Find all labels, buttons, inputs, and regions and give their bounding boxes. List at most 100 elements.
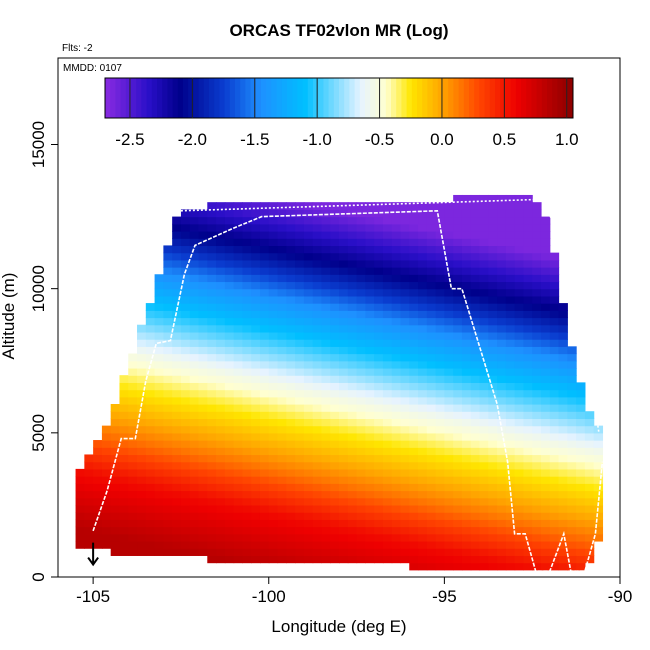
heatmap-cell (532, 216, 542, 225)
heatmap-cell (189, 295, 200, 304)
heatmap-cell (576, 396, 586, 405)
heatmap-cell (224, 432, 235, 441)
heatmap-cell (303, 411, 314, 420)
heatmap-cell (321, 447, 331, 456)
heatmap-cell (426, 310, 437, 319)
heatmap-cell (400, 324, 410, 333)
heatmap-cell (251, 259, 261, 268)
heatmap-cell (277, 288, 287, 297)
heatmap-cell (444, 562, 454, 571)
heatmap-cell (347, 223, 358, 232)
heatmap-cell (426, 339, 437, 347)
heatmap-cell (321, 259, 331, 268)
heatmap-cell (330, 216, 340, 225)
heatmap-cell (444, 295, 454, 304)
heatmap-cell (470, 267, 481, 275)
heatmap-cell (444, 432, 454, 441)
heatmap-cell (163, 497, 173, 506)
heatmap-cell (154, 512, 164, 520)
heatmap-cell (479, 360, 489, 369)
heatmap-cell (505, 231, 516, 239)
heatmap-cell (365, 375, 375, 383)
heatmap-cell (505, 432, 516, 441)
heatmap-cell (268, 223, 279, 232)
heatmap-cell (365, 497, 375, 506)
heatmap-cell (365, 353, 375, 362)
heatmap-cell (242, 396, 252, 405)
heatmap-cell (444, 504, 454, 513)
heatmap-cell (189, 454, 200, 463)
heatmap-cell (505, 512, 516, 520)
heatmap-cell (189, 404, 200, 412)
heatmap-cell (339, 245, 349, 254)
heatmap-cell (295, 281, 305, 290)
heatmap-cell (549, 274, 560, 283)
heatmap-cell (356, 540, 366, 549)
heatmap-cell (216, 238, 226, 247)
heatmap-cell (435, 504, 445, 513)
heatmap-cell (461, 216, 472, 225)
heatmap-cell (251, 202, 261, 210)
heatmap-cell (365, 382, 375, 391)
heatmap-cell (488, 382, 498, 391)
heatmap-cell (391, 447, 402, 456)
heatmap-cell (233, 425, 244, 434)
heatmap-cell (277, 317, 287, 326)
heatmap-cell (339, 454, 349, 463)
heatmap-cell (216, 411, 226, 420)
colorbar-segment (177, 78, 184, 118)
heatmap-cell (233, 468, 244, 477)
heatmap-cell (505, 440, 516, 448)
heatmap-cell (523, 497, 533, 506)
heatmap-cell (101, 504, 112, 513)
heatmap-cell (576, 504, 586, 513)
heatmap-cell (145, 526, 156, 535)
heatmap-cell (453, 274, 463, 283)
heatmap-cell (242, 375, 252, 383)
heatmap-cell (488, 476, 498, 484)
heatmap-cell (154, 360, 164, 369)
heatmap-cell (435, 497, 445, 506)
heatmap-cell (593, 440, 604, 448)
heatmap-cell (426, 281, 437, 290)
heatmap-cell (163, 418, 173, 427)
heatmap-cell (145, 317, 156, 326)
heatmap-cell (400, 540, 410, 549)
heatmap-cell (277, 346, 287, 355)
heatmap-cell (514, 497, 525, 506)
heatmap-cell (93, 454, 103, 463)
heatmap-cell (523, 389, 533, 398)
heatmap-cell (558, 454, 568, 463)
heatmap-cell (259, 360, 270, 369)
heatmap-cell (163, 259, 173, 268)
heatmap-cell (453, 490, 463, 499)
heatmap-cell (558, 404, 568, 412)
heatmap-cell (198, 389, 208, 398)
heatmap-cell (268, 209, 279, 218)
heatmap-cell (593, 476, 604, 484)
heatmap-cell (391, 396, 402, 405)
heatmap-cell (479, 461, 489, 470)
heatmap-cell (233, 418, 244, 427)
heatmap-cell (189, 396, 200, 405)
heatmap-cell (277, 324, 287, 333)
heatmap-cell (400, 519, 410, 528)
heatmap-cell (303, 389, 314, 398)
heatmap-cell (505, 382, 516, 391)
heatmap-cell (189, 216, 200, 225)
heatmap-cell (242, 339, 252, 347)
heatmap-cell (558, 317, 568, 326)
heatmap-cell (163, 440, 173, 448)
colorbar-segment (313, 78, 319, 118)
heatmap-cell (453, 483, 463, 492)
heatmap-cell (84, 540, 94, 549)
heatmap-cell (453, 317, 463, 326)
heatmap-cell (470, 353, 481, 362)
heatmap-cell (295, 209, 305, 218)
heatmap-cell (374, 216, 384, 225)
heatmap-cell (207, 540, 217, 549)
heatmap-cell (189, 382, 200, 391)
heatmap-cell (163, 533, 173, 542)
heatmap-cell (224, 231, 235, 239)
colorbar-tick-label: 0.5 (493, 130, 517, 149)
